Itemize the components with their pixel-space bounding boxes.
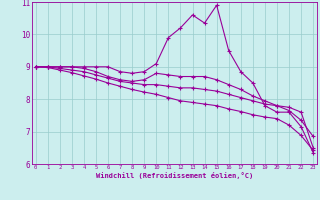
X-axis label: Windchill (Refroidissement éolien,°C): Windchill (Refroidissement éolien,°C) [96, 172, 253, 179]
